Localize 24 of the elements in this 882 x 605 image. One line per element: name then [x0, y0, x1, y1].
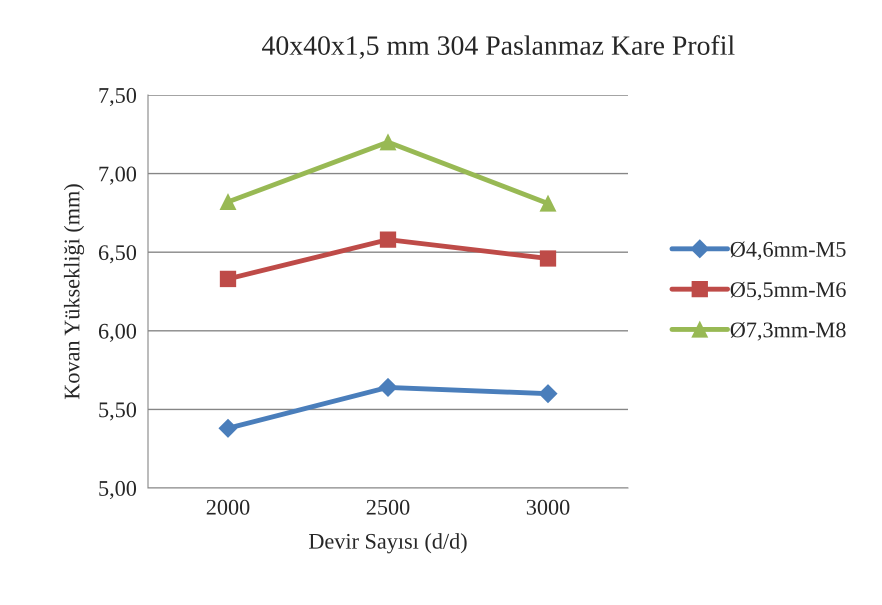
chart-title: 40x40x1,5 mm 304 Paslanmaz Kare Profil: [262, 35, 735, 59]
point: [378, 378, 398, 397]
y-axis-title: Kovan Yüksekliği (mm): [64, 184, 84, 400]
x-tick-label: 2000: [206, 500, 250, 515]
legend-label: Ø5,5mm-M6: [730, 282, 846, 300]
y-tick-label: 6,50: [98, 245, 136, 264]
point: [218, 418, 238, 438]
point: [538, 384, 558, 404]
x-tick-label: 3000: [526, 500, 570, 515]
legend-label: Ø4,6mm-M5: [730, 242, 846, 260]
x-tick-label: 2500: [366, 500, 410, 515]
y-tick-label: 7,50: [99, 88, 136, 106]
point: [220, 194, 236, 210]
x-axis-title: Devir Sayısı (d/d): [309, 533, 467, 554]
point: [380, 134, 396, 150]
legend-label: Ø7,3mm-M8: [730, 322, 846, 341]
y-tick-label: 6,00: [98, 324, 136, 342]
y-tick-label: 7,00: [99, 166, 136, 185]
point: [380, 231, 396, 248]
y-tick-label: 5,00: [99, 480, 136, 500]
y-tick-label: 5,50: [99, 402, 136, 421]
point: [220, 270, 236, 288]
point: [540, 195, 556, 212]
point: [540, 250, 556, 267]
